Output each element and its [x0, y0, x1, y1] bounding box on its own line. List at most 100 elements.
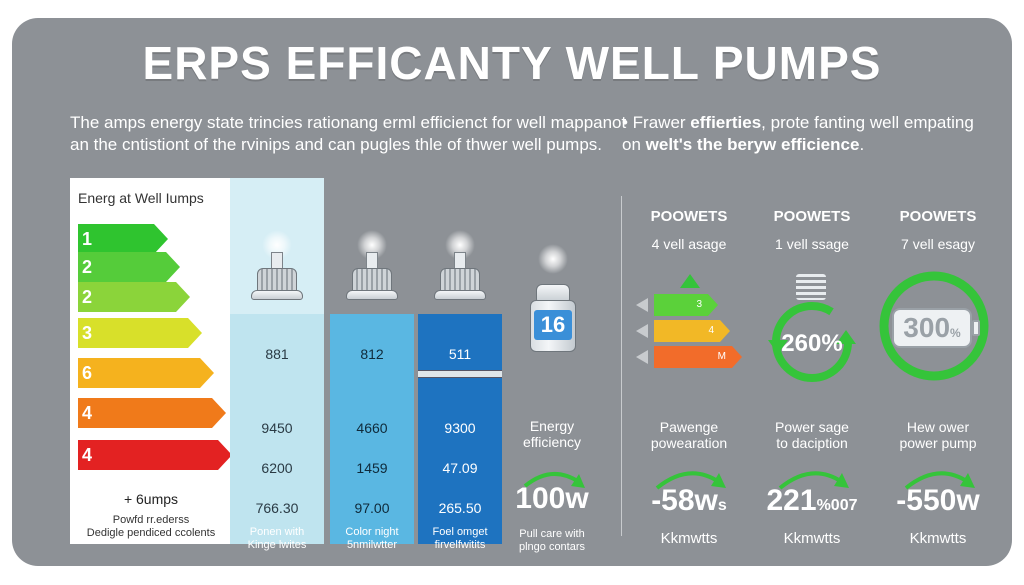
pump-caption-line-1: Foel omget [432, 526, 488, 538]
fourth-pump: 16 [524, 244, 582, 364]
energy-foot-main: + 6umps [123, 491, 179, 507]
gauge-right-value: 300% [892, 310, 972, 351]
pump-value: 511 [448, 346, 472, 362]
right-col-label-line-1: Power sage [775, 419, 849, 435]
right-col-unit: Kkmwtts [909, 530, 967, 547]
right-col-big-suffix: s [717, 497, 727, 514]
mini-energy-bar: M [654, 346, 742, 368]
intro-right-text: • Frawer effierties, prote fanting well … [622, 112, 1002, 156]
mini-energy-bar-label: 3 [696, 299, 702, 310]
intro-right-bold-1: effierties [690, 113, 762, 132]
pump-value: 1459 [356, 460, 388, 476]
right-col-label: Pawenge powearation [624, 419, 754, 451]
right-col-heading: POOWETS [773, 208, 851, 225]
infographic-card: ERPS EFFICANTY WELL PUMPS The amps energ… [12, 18, 1012, 566]
right-col-label: Power sage to daciption [747, 419, 877, 451]
right-col-label-line-1: Hew ower [906, 419, 970, 435]
circular-arrow-icon [768, 302, 856, 382]
fourth-caption: Pull care with plngo contars [502, 528, 602, 554]
mini-energy-bar-label: M [717, 351, 726, 362]
energy-foot-line-2: Dedigle pendiced ccolents [86, 527, 216, 539]
well-pump [247, 230, 307, 320]
gauge-right-number: 300 [903, 312, 951, 343]
pointer-arrow-icon [636, 350, 648, 364]
right-col-label-line-2: power pump [899, 435, 977, 451]
pump-value: 97.00 [354, 500, 390, 516]
curved-arrow-icon [523, 472, 585, 488]
intro-right-prefix: • Frawer [622, 113, 691, 132]
pump-head-icon [440, 268, 480, 292]
energy-foot-caption: Powfd rr.ederss Dedigle pendiced ccolent… [70, 514, 232, 540]
right-col-big-value: -58ws [619, 484, 759, 518]
pointer-arrow-icon [636, 298, 648, 312]
intro-line-1: The amps energy state trincies rationang… [70, 113, 627, 132]
efficiency-badge: 16 [534, 310, 572, 340]
right-col-big-value: -550w [868, 484, 1008, 518]
light-glow-icon [538, 244, 568, 274]
coil-icon [796, 274, 826, 300]
fourth-caption-line-2: plngo contars [518, 541, 586, 553]
pump-caption-line-1: Color night [345, 526, 399, 538]
energy-foot-line-1: Powfd rr.ederss [112, 514, 190, 526]
battery-icon [892, 308, 972, 348]
right-col-label-line-2: powearation [650, 435, 728, 451]
pump-value: 9300 [444, 420, 476, 436]
pump-head-icon [257, 268, 297, 292]
intro-right-line-1: • Frawer effierties, prote fanting well … [622, 112, 1002, 134]
pump-caption: Ponen with Kinge lwites [230, 526, 324, 552]
gauge-right-suffix: % [950, 326, 961, 340]
right-col-big-value: 221%007 [742, 484, 882, 518]
right-col-big-suffix: %007 [816, 497, 858, 514]
mini-energy-bar-label: 4 [708, 325, 714, 336]
fourth-big-value: 100w [515, 482, 589, 515]
intro-line-2: an the cntistiont of the rvinips and can… [70, 135, 603, 154]
right-col-unit: Kkmwtts [783, 530, 841, 547]
energy-rating-bar: 3 [78, 318, 202, 348]
right-col-heading: POOWETS [899, 208, 977, 225]
mini-arrow-up-icon [680, 274, 700, 288]
energy-rating-bar: 1 [78, 224, 168, 254]
curved-arrow-icon [904, 471, 975, 490]
mini-energy-bar: 4 [654, 320, 730, 342]
pump-collar-icon [434, 290, 486, 300]
battery-ring-icon [879, 271, 989, 381]
energy-panel-title: Energ at Well Iumps [78, 190, 204, 206]
pump-column: 881 9450 6200 766.30 Ponen with Kinge lwites [230, 314, 324, 551]
right-col-unit: Kkmwtts [660, 530, 718, 547]
pump-column: 812 4660 1459 97.00 Color night 5nmilwtter [330, 314, 414, 551]
pump-head-icon [352, 268, 392, 292]
right-col-heading: POOWETS [650, 208, 728, 225]
pump-value: 812 [360, 346, 384, 362]
pump-caption: Foel omget firvelfwitits [418, 526, 502, 552]
pointer-arrow-icon [636, 324, 648, 338]
intro-right-post: . [859, 135, 865, 154]
pump-column: 511 9300 47.09 265.50 Foel omget firvelfwitit… [418, 314, 502, 551]
right-col-subheading: 7 vell esagy [901, 236, 975, 252]
intro-right-mid: , prote fanting well empating [761, 113, 974, 132]
pump-value: 6200 [261, 460, 293, 476]
fourth-label-line-1: Energy [529, 418, 575, 434]
fourth-label-line-2: efficiency [522, 434, 582, 450]
pump-caption-line-2: Kinge lwites [247, 539, 307, 551]
battery-tip-icon [972, 320, 980, 336]
pump-caption-line-2: 5nmilwtter [346, 539, 398, 551]
pump-caption-line-2: firvelfwitits [434, 539, 486, 551]
pump-column-bg-2 [324, 178, 328, 544]
right-col-label: Hew ower power pump [873, 419, 1003, 451]
energy-rating-bar: 2 [78, 252, 180, 282]
right-col-label-line-1: Pawenge [659, 419, 719, 435]
pump-value: 881 [265, 346, 289, 362]
gauge-mid: 260% [764, 274, 860, 384]
right-col-label-line-2: to daciption [776, 435, 848, 451]
pump-value: 47.09 [442, 460, 478, 476]
pump-value: 9450 [261, 420, 293, 436]
pump-caption: Color night 5nmilwtter [330, 526, 414, 552]
pump-caption-line-1: Ponen with [249, 526, 305, 538]
well-pump [430, 230, 490, 320]
pump-value: 766.30 [255, 500, 299, 516]
curved-arrow-icon [655, 471, 726, 490]
section-divider [621, 196, 622, 536]
intro-right-line-2: on welt's the beryw efficience. [622, 134, 1002, 156]
mini-energy-bar: 3 [654, 294, 718, 316]
